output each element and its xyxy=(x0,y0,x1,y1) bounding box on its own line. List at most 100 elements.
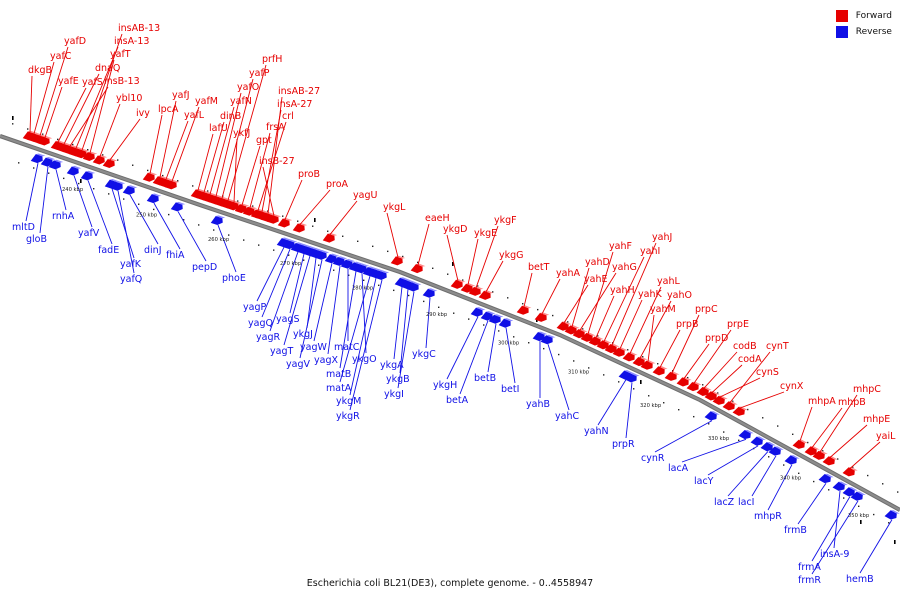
tick-dot xyxy=(252,205,254,207)
gene-feature-ykgh xyxy=(470,307,486,317)
tick-dot xyxy=(702,384,704,386)
leader-yagv xyxy=(299,259,323,359)
leader-fhia xyxy=(153,202,181,250)
label-leader-lines xyxy=(25,33,893,575)
gene-shape xyxy=(822,456,835,466)
gene-label-yafm: yafM xyxy=(195,96,218,107)
gene-shape xyxy=(354,264,367,274)
leader-mata xyxy=(339,275,371,383)
tick-dot xyxy=(867,474,869,477)
tick-dot xyxy=(48,172,50,174)
leader-prfh xyxy=(227,64,267,201)
gene-shape xyxy=(588,336,601,346)
gene-feature-mhpc xyxy=(812,450,828,460)
tick-dot xyxy=(678,409,680,411)
tick-dot xyxy=(318,264,320,266)
gene-shape xyxy=(532,332,545,342)
gene-label-coda: codA xyxy=(738,354,762,365)
gene-shape xyxy=(632,356,645,367)
gene-shape-top xyxy=(890,510,900,514)
tick-dot xyxy=(438,306,440,308)
tick-dot xyxy=(807,441,809,444)
gene-shape xyxy=(480,311,493,321)
gene-label-hemb: hemB xyxy=(846,574,874,585)
tick-dot xyxy=(762,417,764,419)
tick-dot xyxy=(132,164,134,166)
gene-shape xyxy=(277,218,290,228)
leader-yahd xyxy=(571,267,590,327)
leader-cyns xyxy=(719,377,761,398)
gene-feature-prpr xyxy=(624,372,640,383)
gene-label-ivy: ivy xyxy=(136,108,150,119)
gene-label-yafe: yafE xyxy=(58,76,79,87)
gene-label-mhpb: mhpB xyxy=(838,397,866,408)
leader-betb xyxy=(487,323,497,373)
legend-reverse-label: Reverse xyxy=(855,27,892,37)
gene-shape xyxy=(732,406,745,416)
leader-mltd xyxy=(25,163,39,222)
leader-yagt xyxy=(283,255,311,346)
gene-label-lafu: lafU xyxy=(209,123,228,134)
tick-dot xyxy=(777,425,779,427)
gene-shape-top xyxy=(319,250,330,254)
leader-ykga xyxy=(393,286,403,360)
tick-dot xyxy=(213,229,215,231)
gene-shape xyxy=(406,282,419,292)
tick-dot xyxy=(798,472,800,474)
tick-dot xyxy=(147,169,149,172)
leader-frma xyxy=(811,496,851,562)
tick-dot xyxy=(792,433,794,435)
leader-pepd xyxy=(177,211,207,262)
gene-label-yahd: yahD xyxy=(585,257,610,268)
gene-label-frmr: frmR xyxy=(798,575,821,586)
gene-shape xyxy=(80,171,93,181)
tick-dot xyxy=(633,388,635,390)
marker xyxy=(640,380,642,384)
gene-label-yahj: yahJ xyxy=(652,232,672,243)
tick-dot xyxy=(273,249,275,251)
tick-dot xyxy=(288,254,290,256)
gene-shape xyxy=(234,204,247,214)
leader-bett xyxy=(523,272,533,307)
gene-feature-ykgr xyxy=(374,270,390,280)
tick-dot xyxy=(312,225,314,227)
tick-dot xyxy=(648,395,650,397)
leader-yaha xyxy=(541,278,561,315)
tick-dot xyxy=(12,123,14,125)
gene-label-yafl: yafL xyxy=(184,110,205,121)
gene-label-yagp: yagP xyxy=(243,302,266,313)
tick-dot xyxy=(507,297,509,299)
gene-label-yagq: yagQ xyxy=(248,318,273,329)
leader-ykgr xyxy=(349,279,383,411)
gene-label-mltd: mltD xyxy=(12,222,35,233)
leader-mhpa xyxy=(799,406,813,442)
tick-dot xyxy=(267,210,269,212)
tick-dot xyxy=(882,483,884,485)
leader-frmr xyxy=(811,500,859,575)
tick-dot xyxy=(897,491,899,493)
tick-dot xyxy=(603,374,605,376)
gene-shape-top xyxy=(856,491,866,495)
gene-shape xyxy=(622,352,635,362)
gene-shape xyxy=(664,371,677,381)
tick-dot xyxy=(243,239,245,241)
leader-dnaq xyxy=(63,73,100,145)
gene-label-rnha: rnhA xyxy=(52,211,75,222)
gene-feature-yagx xyxy=(332,256,348,266)
leader-yagp xyxy=(256,246,285,302)
gene-shape-top xyxy=(295,242,306,246)
gene-shape-top xyxy=(538,331,548,335)
tick-dot xyxy=(42,133,44,135)
gene-label-insa-27: insA-27 xyxy=(277,99,312,110)
gene-label-cyns: cynS xyxy=(756,367,779,378)
gene-label-ykga: ykgA xyxy=(380,360,404,371)
gene-label-ykgm: ykgM xyxy=(336,396,361,407)
leader-yagw xyxy=(313,263,333,342)
gene-label-yags: yagS xyxy=(276,314,300,325)
gene-label-yahh: yahH xyxy=(610,285,635,296)
gene-shape xyxy=(390,256,403,266)
legend-forward: Forward xyxy=(835,8,892,24)
tick-dot xyxy=(723,431,725,433)
gene-label-yahm: yahM xyxy=(650,304,676,315)
tick-dot xyxy=(822,450,824,452)
